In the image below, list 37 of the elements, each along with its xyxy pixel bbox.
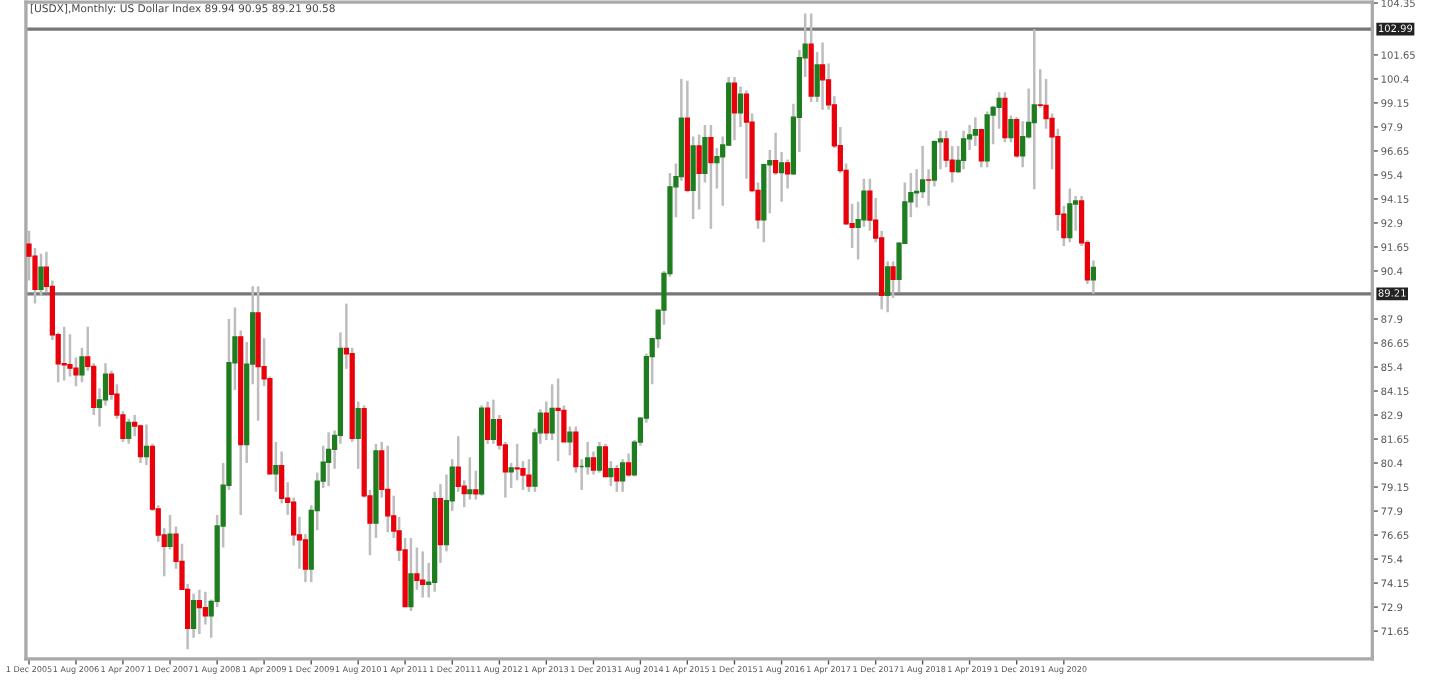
candlestick — [567, 425, 573, 457]
candlestick — [61, 325, 67, 382]
candlestick — [137, 423, 144, 465]
candlestick — [1002, 91, 1008, 144]
candlestick — [960, 129, 967, 171]
candlestick — [1014, 116, 1020, 159]
candlestick — [514, 442, 520, 482]
candlestick — [602, 442, 609, 478]
candlestick — [1067, 187, 1073, 244]
candlestick — [414, 546, 420, 592]
candlestick — [919, 144, 926, 200]
candlestick — [490, 398, 497, 446]
candlestick — [325, 431, 332, 488]
candlestick — [731, 75, 738, 142]
candlestick — [1031, 27, 1037, 191]
candlestick — [67, 333, 73, 378]
candlestick — [972, 116, 978, 148]
candlestick — [196, 588, 203, 636]
candlestick — [696, 133, 702, 211]
candlestick — [420, 550, 426, 599]
candlestick — [814, 50, 820, 104]
candlestick — [408, 536, 414, 613]
candlestick — [819, 41, 826, 111]
candlestick — [984, 110, 990, 169]
candlestick — [619, 457, 626, 494]
candlestick — [385, 444, 391, 534]
candlestick — [526, 457, 532, 494]
candlestick — [708, 123, 714, 230]
candlestick — [38, 252, 44, 298]
candlestick — [590, 450, 597, 476]
candlestick — [467, 456, 473, 501]
candlestick — [614, 463, 620, 494]
candlestick — [355, 400, 361, 471]
candlestick — [608, 459, 614, 488]
candlestick — [555, 377, 561, 463]
candlestick — [596, 440, 603, 474]
candlestick — [126, 417, 132, 446]
